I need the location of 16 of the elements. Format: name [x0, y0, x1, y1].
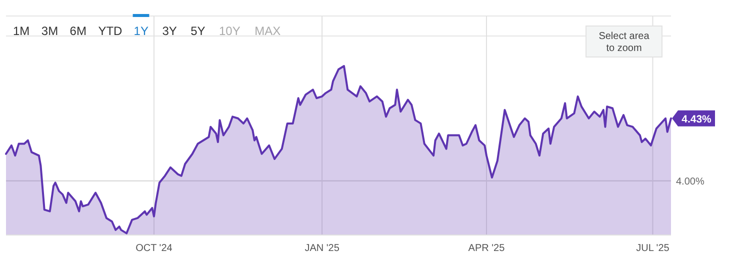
x-tick-label: JAN '25 [304, 243, 340, 254]
text: Select area to zoom [598, 31, 650, 54]
text: MAX [254, 24, 281, 38]
x-tick-label: JUL '25 [636, 243, 670, 254]
text: YTD [98, 24, 123, 38]
text: 6M [70, 24, 86, 38]
text: 3M [41, 24, 58, 38]
x-tick-label: OCT '24 [136, 243, 173, 254]
text: 1Y [134, 24, 148, 38]
text: 1M [13, 24, 30, 38]
annotation: 4.00% [676, 176, 704, 188]
x-tick-label: APR '25 [468, 243, 506, 254]
text: 10Y [219, 24, 240, 38]
annotation: 4.43% [682, 113, 712, 126]
text: 5Y [190, 24, 206, 38]
text: 3Y [162, 24, 177, 38]
